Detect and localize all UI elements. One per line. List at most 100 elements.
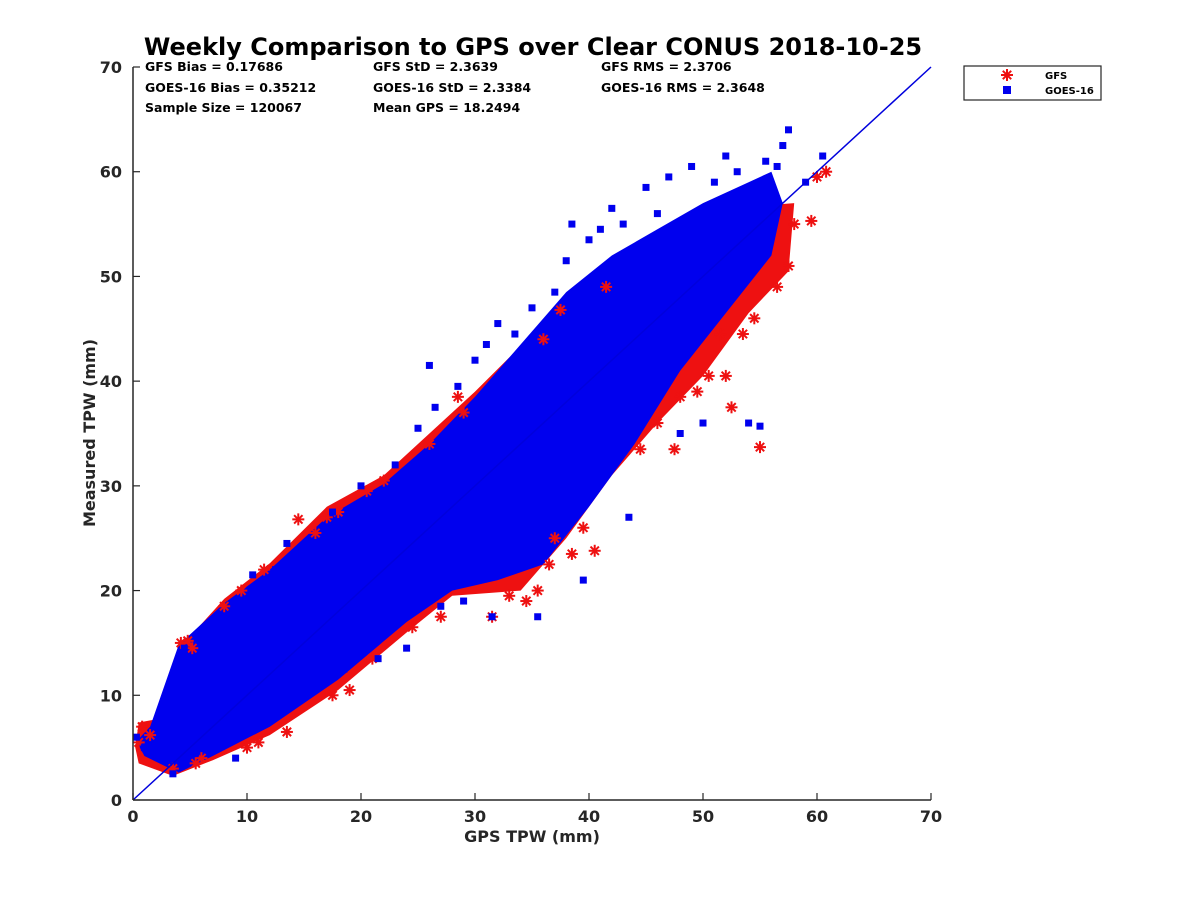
gfs-data-point <box>736 328 749 341</box>
x-tick-label: 0 <box>127 807 138 826</box>
x-tick-label: 50 <box>692 807 714 826</box>
legend: GFS GOES-16 <box>963 65 1102 101</box>
goes-data-point <box>232 754 240 762</box>
goes-data-point <box>283 539 291 547</box>
gfs-data-point <box>457 406 470 419</box>
y-tick-label: 60 <box>100 163 122 182</box>
y-tick-label: 20 <box>100 582 122 601</box>
stat-goes-std: GOES-16 StD = 2.3384 <box>373 80 531 95</box>
goes-data-point <box>568 220 576 228</box>
x-tick-label: 60 <box>806 807 828 826</box>
series-layer <box>132 126 833 778</box>
gfs-data-point <box>406 621 419 634</box>
gfs-data-point <box>588 544 601 557</box>
gfs-data-point <box>144 729 157 742</box>
goes-data-point <box>653 210 661 218</box>
gfs-data-point <box>241 741 253 754</box>
goes-data-point <box>665 173 673 181</box>
goes-data-point <box>494 320 502 328</box>
goes-data-point <box>140 744 148 752</box>
gfs-data-point <box>235 584 248 597</box>
goes-data-point <box>203 634 211 642</box>
goes-data-point <box>528 304 536 312</box>
goes-data-point <box>460 597 468 605</box>
gfs-data-point <box>292 513 305 526</box>
gfs-data-point <box>754 441 766 454</box>
one-to-one-reference-line <box>132 66 932 801</box>
gfs-data-point <box>326 689 339 702</box>
gfs-data-point <box>782 259 795 272</box>
goes-data-point <box>488 613 496 621</box>
gfs-data-point <box>520 595 533 608</box>
gfs-data-point <box>186 642 199 655</box>
goes-data-point <box>551 288 559 296</box>
gfs-data-point <box>434 610 447 623</box>
gfs-data-point <box>725 401 738 414</box>
y-axis-label: Measured TPW (mm) <box>80 339 99 527</box>
x-tick-label: 10 <box>236 807 258 826</box>
goes-data-point <box>414 424 422 432</box>
plot-area: 0 10 20 30 40 50 60 70 0 10 20 30 40 50 60 70 <box>100 58 942 826</box>
goes-point-cloud <box>136 171 783 773</box>
goes-data-point <box>819 152 827 160</box>
y-tick-label: 30 <box>100 477 122 496</box>
y-tick-label: 0 <box>111 791 122 810</box>
chart-title: Weekly Comparison to GPS over Clear CONU… <box>144 33 922 61</box>
gfs-data-point <box>280 725 293 738</box>
gfs-data-point <box>136 720 149 733</box>
goes-data-point <box>608 204 616 212</box>
goes-data-point <box>180 644 188 652</box>
stat-goes-rms: GOES-16 RMS = 2.3648 <box>601 80 765 95</box>
goes-data-point <box>762 157 770 165</box>
goes-data-point <box>425 361 433 369</box>
x-tick-label: 70 <box>920 807 942 826</box>
goes-data-point <box>482 340 490 348</box>
gfs-data-point <box>343 684 356 697</box>
gfs-data-point <box>788 218 801 231</box>
goes-data-point <box>722 152 730 160</box>
point-cloud-layer <box>135 171 795 776</box>
goes-data-point <box>357 482 365 490</box>
goes-data-point <box>625 513 633 521</box>
gfs-data-point <box>218 600 231 613</box>
goes-data-point <box>745 419 753 427</box>
legend-gfs-label: GFS <box>1045 71 1067 82</box>
goes-data-point <box>688 162 696 170</box>
gfs-data-point <box>543 558 556 571</box>
gfs-data-point <box>719 369 732 382</box>
goes-data-point <box>773 162 781 170</box>
goes-data-point <box>676 430 684 437</box>
goes-data-point <box>579 576 587 584</box>
gfs-data-point <box>503 589 516 602</box>
x-axis-ticks: 0 10 20 30 40 50 60 70 <box>127 793 942 826</box>
goes-data-point <box>785 126 792 134</box>
legend-goes-square-icon <box>1003 86 1011 94</box>
gfs-data-point <box>668 443 681 456</box>
x-tick-label: 40 <box>578 807 600 826</box>
gfs-data-point <box>811 170 823 183</box>
goes-data-point <box>340 665 348 673</box>
goes-data-point <box>329 508 336 516</box>
gfs-data-point <box>674 390 687 403</box>
goes-data-point <box>585 236 593 244</box>
gfs-data-point <box>565 547 578 560</box>
gfs-data-point <box>805 214 818 227</box>
goes-data-point <box>272 566 279 574</box>
gfs-data-point <box>548 532 561 545</box>
gfs-data-point <box>252 736 265 749</box>
stat-sample-size: Sample Size = 120067 <box>145 100 302 115</box>
goes-data-point <box>779 142 787 150</box>
stat-goes-bias: GOES-16 Bias = 0.35212 <box>145 80 316 95</box>
stat-gfs-bias: GFS Bias = 0.17686 <box>145 59 283 74</box>
gfs-data-point <box>691 385 704 398</box>
goes-data-point <box>437 602 445 610</box>
stat-gfs-rms: GFS RMS = 2.3706 <box>601 59 732 74</box>
statistics-block: GFS Bias = 0.17686 GFS StD = 2.3639 GFS … <box>145 59 765 115</box>
gfs-data-point <box>702 369 715 382</box>
y-tick-label: 70 <box>100 58 122 77</box>
x-axis-label: GPS TPW (mm) <box>464 827 600 846</box>
gfs-data-point <box>181 634 194 647</box>
goes-data-point <box>699 419 707 427</box>
goes-data-point <box>596 225 604 233</box>
gfs-data-point <box>634 443 647 456</box>
